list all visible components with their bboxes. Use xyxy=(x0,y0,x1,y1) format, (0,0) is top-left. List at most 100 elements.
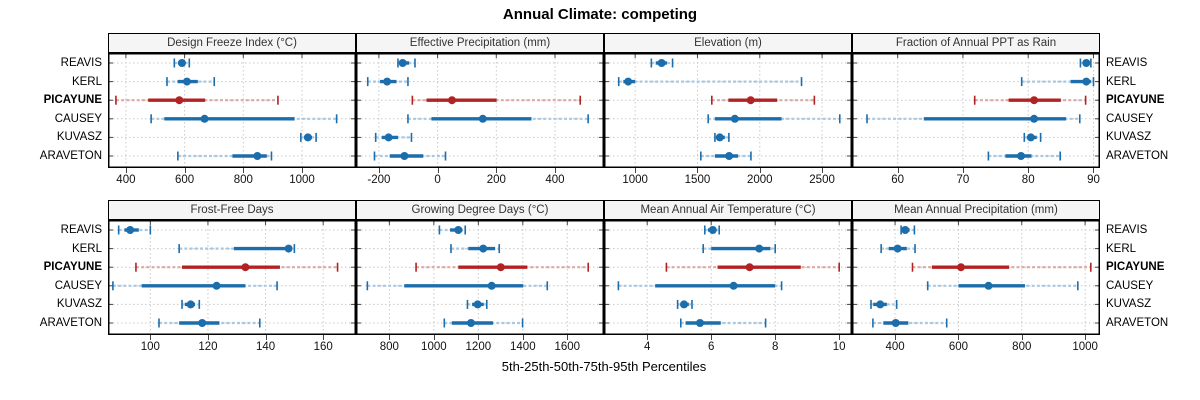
station-label-right: ARAVETON xyxy=(1106,150,1169,162)
median-dot xyxy=(1030,96,1039,105)
x-axis-tick-label: 1000 xyxy=(622,174,648,186)
x-axis-tick xyxy=(496,168,498,173)
x-axis-tick xyxy=(554,168,556,173)
median-dot xyxy=(303,133,312,142)
panel-body xyxy=(356,53,604,168)
panel-border xyxy=(604,53,852,168)
median-dot xyxy=(126,226,135,234)
x-axis-tick xyxy=(437,168,439,173)
x-axis-tick-label: 2500 xyxy=(809,174,835,186)
panel-border xyxy=(852,53,1100,168)
station-label-left: CAUSEY xyxy=(54,279,102,292)
median-dot xyxy=(657,59,666,67)
x-axis-tick-label: 400 xyxy=(116,174,136,186)
median-dot xyxy=(212,281,221,290)
x-axis-tick xyxy=(647,335,649,340)
panel-body xyxy=(108,53,356,168)
x-axis-tick xyxy=(1093,168,1095,173)
median-dot xyxy=(186,300,195,309)
x-axis-tick-label: 6 xyxy=(707,341,715,353)
x-axis-tick xyxy=(839,335,841,340)
x-axis-tick xyxy=(389,335,391,340)
station-label-right: CAUSEY xyxy=(1106,279,1154,292)
station-label-right: KUVASZ xyxy=(1106,298,1152,311)
median-dot xyxy=(730,114,739,123)
median-dot xyxy=(696,319,704,327)
x-axis-tick xyxy=(522,335,524,340)
x-axis-tick-label: 1000 xyxy=(1072,341,1098,353)
x-axis-tick-label: 10 xyxy=(832,341,846,353)
x-axis-tick xyxy=(711,335,713,340)
median-dot xyxy=(487,281,496,290)
x-axis-tick xyxy=(265,335,267,340)
median-dot xyxy=(383,77,392,86)
station-label-right: REAVIS xyxy=(1106,224,1148,236)
station-label-left: KUVASZ xyxy=(56,131,102,144)
x-axis-tick-label: 1000 xyxy=(289,174,315,186)
panel-strip: Elevation (m) xyxy=(604,33,852,53)
panel-body xyxy=(604,53,852,168)
median-dot xyxy=(478,114,487,123)
x-axis-tick-label: 4 xyxy=(643,341,651,353)
median-dot xyxy=(466,319,475,327)
median-dot xyxy=(454,226,463,234)
x-axis-tick xyxy=(1085,335,1087,340)
x-axis-tick-label: 80 xyxy=(1021,174,1035,186)
station-label-left: ARAVETON xyxy=(39,317,102,329)
x-axis-title: 5th-25th-50th-75th-95th Percentiles xyxy=(501,359,707,374)
panel-strip: Frost-Free Days xyxy=(108,200,356,220)
median-dot xyxy=(398,59,407,67)
median-dot xyxy=(725,152,734,160)
median-dot xyxy=(755,244,764,253)
x-axis-tick xyxy=(697,168,699,173)
station-label-right: CAUSEY xyxy=(1106,112,1154,125)
median-dot xyxy=(198,319,207,327)
x-axis-tick-label: 140 xyxy=(255,341,276,353)
median-dot xyxy=(253,152,262,160)
median-dot xyxy=(891,319,900,327)
median-dot xyxy=(708,226,717,234)
median-dot xyxy=(715,133,724,142)
median-dot xyxy=(241,263,250,272)
x-axis-tick-label: 200 xyxy=(486,174,506,186)
x-axis-tick xyxy=(759,168,761,173)
x-axis-tick-label: 0 xyxy=(434,174,441,186)
panel-body xyxy=(108,220,356,335)
x-axis-tick xyxy=(897,168,899,173)
median-dot xyxy=(175,96,184,105)
x-axis-tick-label: 1000 xyxy=(421,341,447,353)
x-axis-tick-label: 100 xyxy=(140,341,160,353)
median-dot xyxy=(876,300,885,309)
x-axis-tick xyxy=(478,335,480,340)
panel-border xyxy=(852,220,1100,335)
station-label-right: KERL xyxy=(1106,75,1137,88)
median-dot xyxy=(745,263,754,272)
median-dot xyxy=(956,263,965,272)
panel-body xyxy=(852,53,1100,168)
panel-body xyxy=(604,220,852,335)
panel-strip: Mean Annual Precipitation (mm) xyxy=(852,200,1100,220)
x-axis-tick-label: 70 xyxy=(956,174,970,186)
station-label-left: KUVASZ xyxy=(56,298,102,311)
median-dot xyxy=(624,77,633,86)
station-label-right: PICAYUNE xyxy=(1106,261,1165,274)
x-axis-tick-label: 800 xyxy=(233,174,253,186)
chart-title: Annual Climate: competing xyxy=(502,6,698,23)
x-axis-tick-label: -200 xyxy=(367,174,391,186)
x-axis-tick xyxy=(1021,335,1023,340)
station-label-left: CAUSEY xyxy=(54,112,102,125)
station-label-left: KERL xyxy=(71,242,102,255)
x-axis-tick-label: 400 xyxy=(885,341,905,353)
station-label-left: PICAYUNE xyxy=(43,94,102,107)
x-axis-tick xyxy=(184,168,186,173)
x-axis-tick xyxy=(207,335,209,340)
median-dot xyxy=(1082,77,1091,86)
x-axis-tick-label: 800 xyxy=(379,341,399,353)
x-axis-tick xyxy=(822,168,824,173)
x-axis-tick-label: 1500 xyxy=(684,174,711,186)
median-dot xyxy=(473,300,482,309)
x-axis-tick-label: 90 xyxy=(1087,174,1100,186)
panel-border xyxy=(356,53,604,168)
median-dot xyxy=(384,133,393,142)
x-axis-tick-label: 1200 xyxy=(465,341,492,353)
